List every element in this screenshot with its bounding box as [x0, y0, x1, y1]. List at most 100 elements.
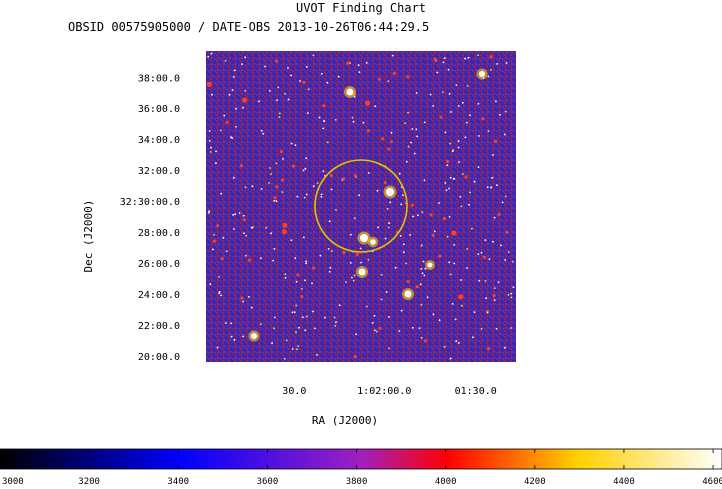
- star: [377, 226, 379, 229]
- star: [411, 326, 414, 329]
- star: [457, 140, 460, 143]
- star: [493, 299, 496, 301]
- star: [235, 125, 238, 128]
- star: [278, 116, 281, 118]
- star: [507, 251, 510, 253]
- star: [222, 236, 225, 239]
- star: [234, 213, 237, 216]
- star: [426, 296, 429, 299]
- star: [400, 203, 403, 206]
- star: [415, 128, 418, 131]
- bright-star: [251, 333, 257, 339]
- y-tick-label: 38:00.0: [138, 73, 180, 84]
- star: [381, 137, 385, 141]
- star: [496, 63, 499, 65]
- star: [459, 195, 462, 198]
- star: [281, 191, 284, 194]
- star: [466, 85, 469, 87]
- star: [480, 328, 483, 330]
- star: [415, 92, 418, 94]
- star: [290, 239, 293, 242]
- star: [230, 136, 232, 139]
- star: [296, 273, 300, 277]
- star: [322, 170, 325, 173]
- star: [458, 294, 464, 300]
- star: [472, 336, 474, 339]
- star: [268, 90, 271, 92]
- star: [346, 61, 350, 65]
- star: [436, 71, 439, 74]
- star: [230, 335, 233, 338]
- star: [454, 318, 457, 321]
- star: [349, 262, 352, 264]
- star: [405, 262, 407, 265]
- star: [458, 342, 460, 344]
- star: [424, 267, 427, 270]
- star: [492, 240, 494, 243]
- star: [273, 316, 276, 319]
- star: [297, 345, 300, 347]
- star: [291, 164, 296, 168]
- star: [225, 120, 229, 124]
- star: [242, 218, 246, 222]
- star: [305, 260, 307, 263]
- star: [407, 145, 410, 148]
- star: [367, 258, 370, 261]
- star: [215, 162, 217, 165]
- star: [448, 216, 451, 218]
- y-tick-label: 32:00.0: [138, 166, 180, 177]
- star: [489, 55, 493, 59]
- star-field: [206, 52, 515, 360]
- star: [329, 173, 333, 178]
- star: [446, 164, 449, 167]
- star: [219, 129, 222, 132]
- star: [384, 237, 387, 240]
- star: [512, 286, 515, 289]
- star: [353, 274, 356, 277]
- star: [402, 251, 405, 254]
- star: [287, 67, 289, 69]
- star: [466, 267, 468, 269]
- star: [350, 233, 352, 236]
- y-axis-label: Dec (J2000): [82, 200, 95, 273]
- star: [504, 346, 506, 349]
- star: [495, 100, 497, 103]
- star: [380, 298, 383, 301]
- star: [260, 130, 263, 132]
- star: [444, 131, 447, 134]
- star: [287, 98, 290, 101]
- star: [385, 291, 388, 293]
- star: [400, 309, 403, 312]
- star: [320, 193, 323, 196]
- star: [305, 66, 308, 68]
- star: [213, 234, 215, 236]
- star: [482, 255, 486, 259]
- star: [480, 251, 483, 254]
- star: [398, 330, 401, 332]
- star: [245, 234, 248, 237]
- star: [410, 203, 414, 207]
- star: [302, 169, 305, 172]
- star: [290, 142, 293, 145]
- star: [223, 114, 226, 117]
- star: [487, 130, 490, 133]
- star: [504, 110, 507, 113]
- star: [432, 105, 435, 107]
- star: [269, 167, 271, 169]
- source-region-circle: [314, 159, 408, 253]
- star: [452, 178, 455, 180]
- star: [405, 160, 408, 163]
- star: [291, 311, 294, 314]
- star: [312, 310, 314, 313]
- star: [452, 149, 454, 152]
- star: [493, 216, 496, 219]
- star: [273, 199, 276, 202]
- star: [388, 316, 390, 318]
- star: [406, 280, 410, 284]
- star: [449, 176, 452, 179]
- star: [279, 149, 283, 154]
- star: [306, 315, 308, 318]
- star: [443, 57, 446, 59]
- star: [380, 274, 383, 276]
- star: [250, 226, 253, 229]
